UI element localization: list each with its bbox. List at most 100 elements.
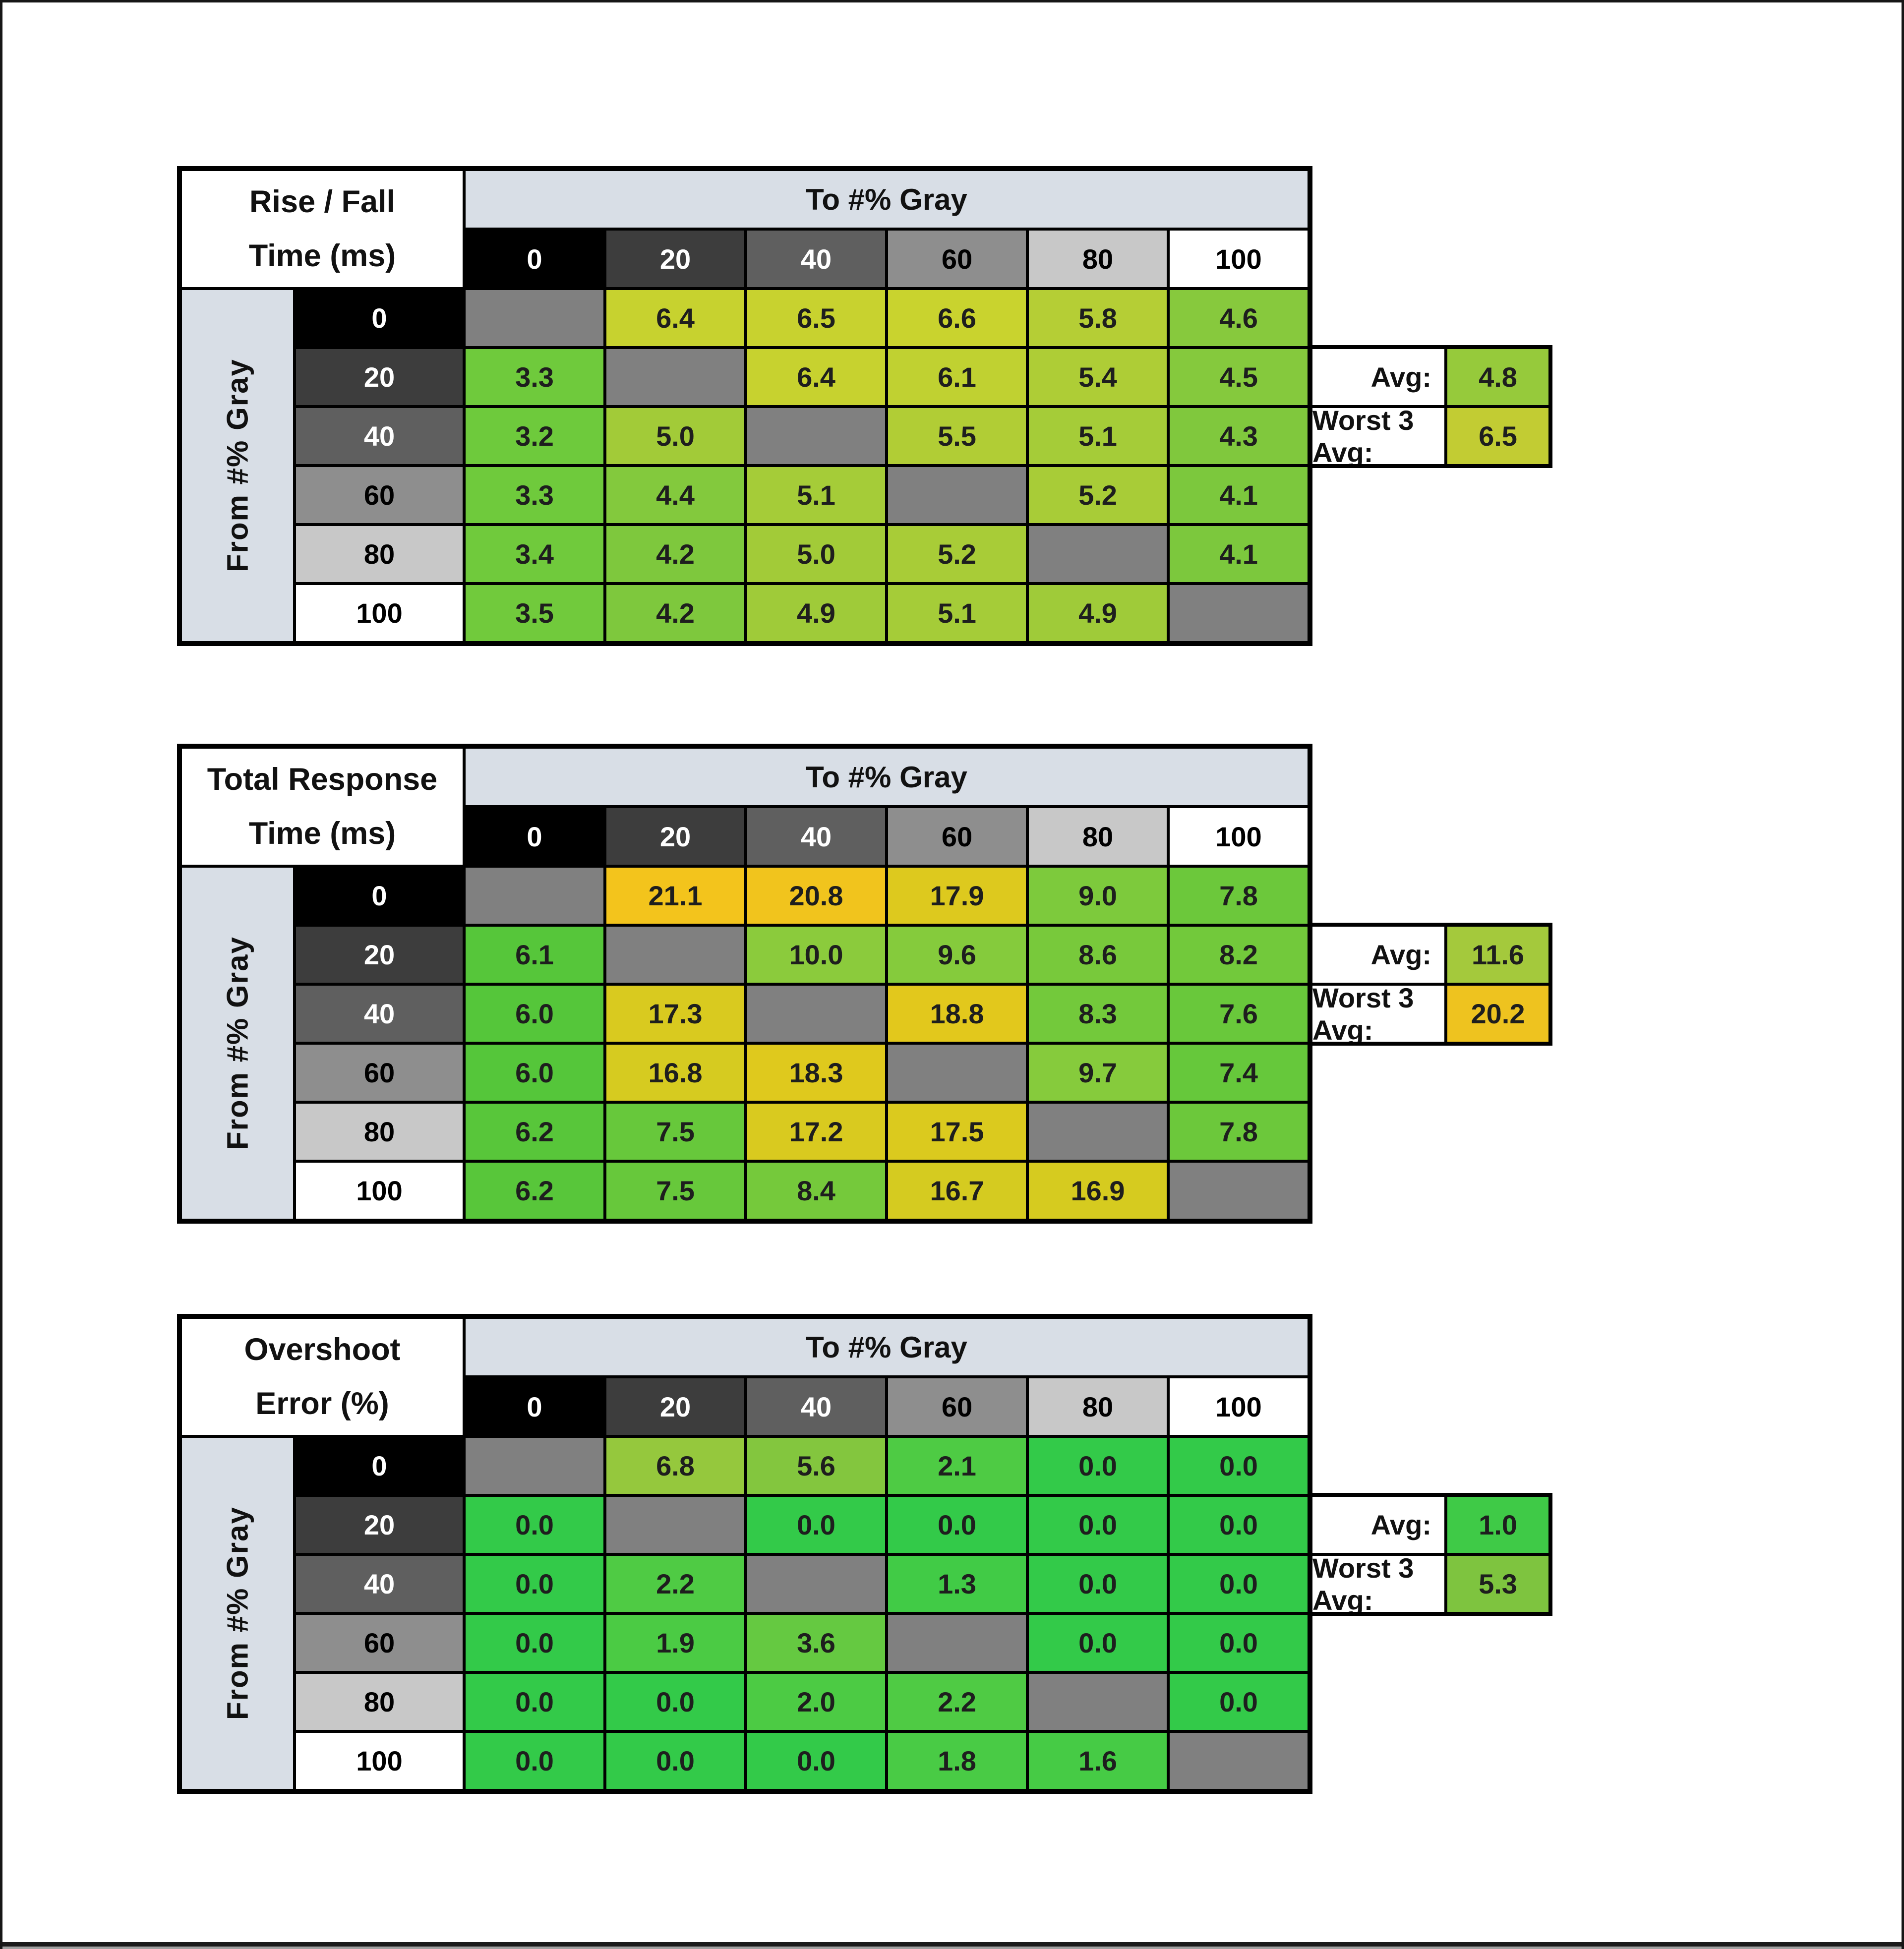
- diagonal-cell: [1170, 1163, 1308, 1219]
- cell-from60-to40: 5.1: [747, 467, 885, 523]
- worst3-avg-label: Worst 3 Avg:: [1312, 408, 1444, 464]
- cell-from60-to80: 0.0: [1029, 1615, 1167, 1671]
- cell-from0-to60: 2.1: [888, 1438, 1026, 1494]
- worst3-avg-value: 6.5: [1447, 408, 1548, 464]
- row-header-80: 80: [296, 1104, 463, 1160]
- table-title-line1: Total Response: [207, 762, 438, 797]
- overshoot-error-table: Overshoot Error (%) To #% Gray From #% G…: [177, 1314, 1312, 1794]
- col-axis-label: To #% Gray: [466, 749, 1308, 805]
- row-header-100: 100: [296, 1163, 463, 1219]
- cell-from0-to40: 6.5: [747, 290, 885, 346]
- cell-from20-to40: 10.0: [747, 927, 885, 983]
- diagonal-cell: [747, 408, 885, 464]
- cell-from40-to0: 0.0: [466, 1556, 603, 1612]
- diagonal-cell: [466, 290, 603, 346]
- cell-from60-to20: 16.8: [606, 1045, 744, 1101]
- table-title: Rise / Fall Time (ms): [182, 171, 463, 287]
- cell-from40-to80: 8.3: [1029, 986, 1167, 1042]
- cell-from100-to60: 5.1: [888, 585, 1026, 641]
- row-header-0: 0: [296, 290, 463, 346]
- row-header-60: 60: [296, 1045, 463, 1101]
- cell-from80-to40: 2.0: [747, 1674, 885, 1730]
- cell-from80-to60: 2.2: [888, 1674, 1026, 1730]
- cell-from80-to40: 5.0: [747, 526, 885, 582]
- col-header-40: 40: [747, 1378, 885, 1435]
- cell-from100-to40: 0.0: [747, 1733, 885, 1789]
- diagonal-cell: [606, 927, 744, 983]
- cell-from0-to20: 21.1: [606, 868, 744, 924]
- cell-from0-to80: 5.8: [1029, 290, 1167, 346]
- cell-from20-to80: 0.0: [1029, 1497, 1167, 1553]
- cell-from20-to100: 4.5: [1170, 349, 1308, 405]
- cell-from60-to0: 6.0: [466, 1045, 603, 1101]
- cell-from60-to100: 7.4: [1170, 1045, 1308, 1101]
- cell-from0-to20: 6.8: [606, 1438, 744, 1494]
- cell-from20-to100: 8.2: [1170, 927, 1308, 983]
- cell-from100-to80: 4.9: [1029, 585, 1167, 641]
- cell-from0-to80: 0.0: [1029, 1438, 1167, 1494]
- cell-from40-to100: 7.6: [1170, 986, 1308, 1042]
- total-response-table: Total Response Time (ms) To #% Gray From…: [177, 744, 1312, 1224]
- cell-from40-to60: 5.5: [888, 408, 1026, 464]
- table-title: Overshoot Error (%): [182, 1319, 463, 1435]
- cell-from40-to0: 6.0: [466, 986, 603, 1042]
- col-axis-label: To #% Gray: [466, 1319, 1308, 1375]
- col-axis-label: To #% Gray: [466, 171, 1308, 228]
- cell-from60-to20: 4.4: [606, 467, 744, 523]
- row-header-80: 80: [296, 1674, 463, 1730]
- cell-from20-to80: 5.4: [1029, 349, 1167, 405]
- cell-from0-to100: 0.0: [1170, 1438, 1308, 1494]
- avg-label: Avg:: [1312, 927, 1444, 983]
- cell-from40-to60: 18.8: [888, 986, 1026, 1042]
- cell-from20-to40: 0.0: [747, 1497, 885, 1553]
- cell-from60-to100: 4.1: [1170, 467, 1308, 523]
- diagonal-cell: [1029, 1674, 1167, 1730]
- cell-from100-to80: 1.6: [1029, 1733, 1167, 1789]
- cell-from0-to100: 7.8: [1170, 868, 1308, 924]
- row-axis-label: From #% Gray: [182, 868, 293, 1219]
- row-header-100: 100: [296, 1733, 463, 1789]
- col-header-40: 40: [747, 231, 885, 287]
- diagonal-cell: [747, 1556, 885, 1612]
- diagonal-cell: [1170, 1733, 1308, 1789]
- diagonal-cell: [466, 868, 603, 924]
- col-header-100: 100: [1170, 231, 1308, 287]
- col-header-0: 0: [466, 231, 603, 287]
- row-header-40: 40: [296, 986, 463, 1042]
- avg-label: Avg:: [1312, 349, 1444, 405]
- worst3-avg-value: 5.3: [1447, 1556, 1548, 1612]
- row-header-20: 20: [296, 1497, 463, 1553]
- row-header-0: 0: [296, 1438, 463, 1494]
- cell-from20-to40: 6.4: [747, 349, 885, 405]
- cell-from80-to20: 0.0: [606, 1674, 744, 1730]
- cell-from100-to20: 0.0: [606, 1733, 744, 1789]
- cell-from20-to0: 0.0: [466, 1497, 603, 1553]
- col-header-20: 20: [606, 1378, 744, 1435]
- cell-from0-to60: 6.6: [888, 290, 1026, 346]
- window-bottom-strip: [2, 1947, 1902, 1949]
- cell-from0-to40: 20.8: [747, 868, 885, 924]
- cell-from100-to40: 4.9: [747, 585, 885, 641]
- cell-from100-to60: 1.8: [888, 1733, 1026, 1789]
- avg-value: 11.6: [1447, 927, 1548, 983]
- col-header-0: 0: [466, 808, 603, 865]
- cell-from40-to80: 5.1: [1029, 408, 1167, 464]
- cell-from20-to60: 0.0: [888, 1497, 1026, 1553]
- cell-from20-to0: 6.1: [466, 927, 603, 983]
- cell-from0-to80: 9.0: [1029, 868, 1167, 924]
- table-title: Total Response Time (ms): [182, 749, 463, 865]
- row-header-0: 0: [296, 868, 463, 924]
- diagonal-cell: [888, 467, 1026, 523]
- col-header-0: 0: [466, 1378, 603, 1435]
- table-title-line2: Time (ms): [248, 816, 396, 851]
- col-header-40: 40: [747, 808, 885, 865]
- cell-from40-to100: 0.0: [1170, 1556, 1308, 1612]
- cell-from40-to80: 0.0: [1029, 1556, 1167, 1612]
- table-title-line2: Error (%): [255, 1386, 389, 1421]
- col-header-60: 60: [888, 808, 1026, 865]
- avg-label: Avg:: [1312, 1497, 1444, 1553]
- worst3-avg-label: Worst 3 Avg:: [1312, 986, 1444, 1042]
- cell-from20-to60: 6.1: [888, 349, 1026, 405]
- diagonal-cell: [1029, 526, 1167, 582]
- diagonal-cell: [888, 1615, 1026, 1671]
